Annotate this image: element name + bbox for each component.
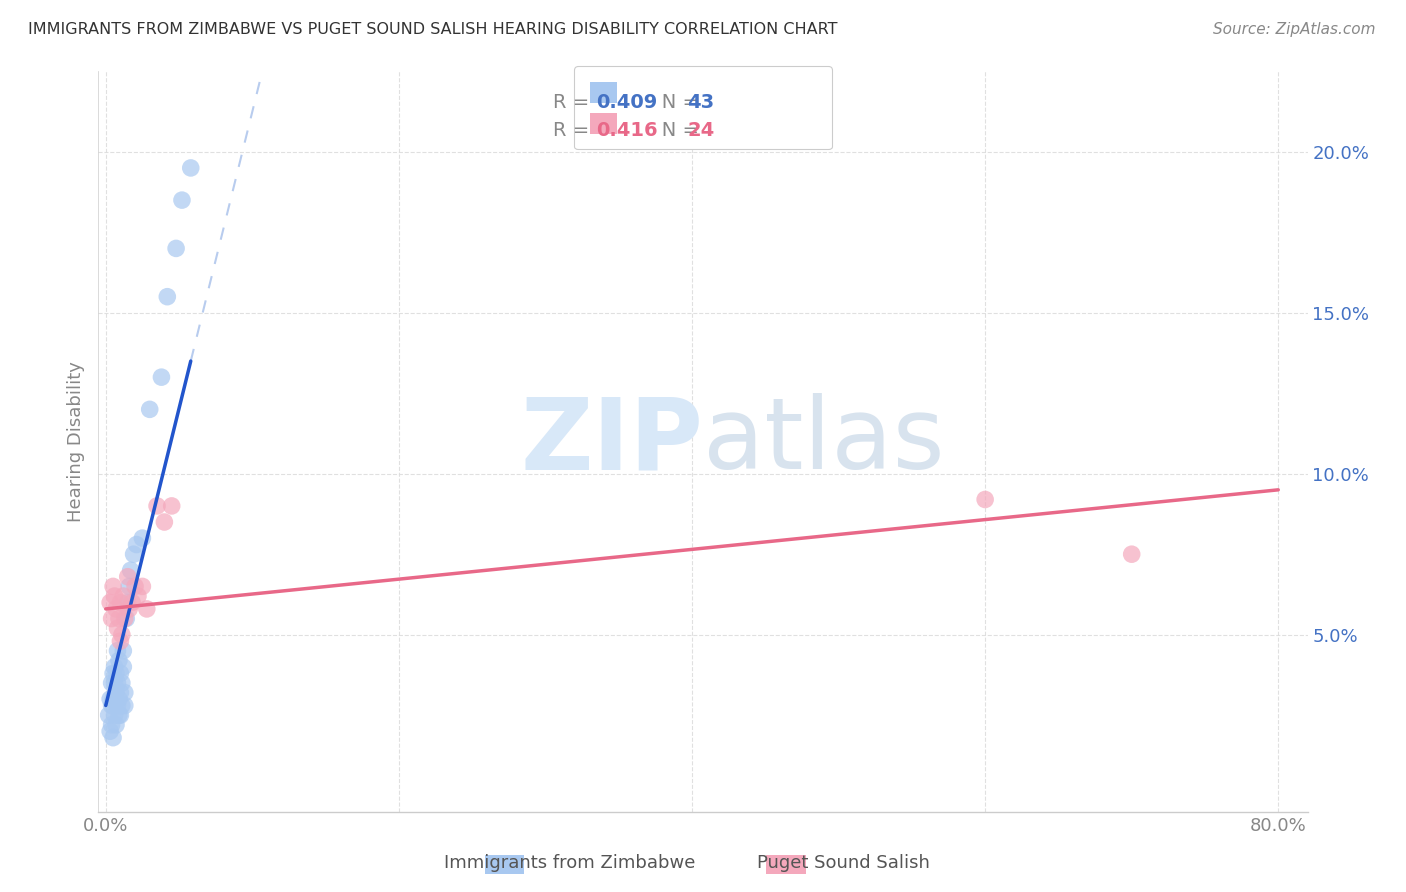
Point bbox=[107, 698, 129, 713]
Point bbox=[146, 499, 169, 513]
Point bbox=[131, 579, 153, 593]
Point bbox=[114, 685, 136, 699]
Point bbox=[98, 692, 121, 706]
Point bbox=[165, 241, 187, 255]
Point bbox=[112, 589, 135, 603]
Point bbox=[110, 685, 132, 699]
Text: R =: R = bbox=[553, 93, 602, 112]
Text: Puget Sound Salish: Puget Sound Salish bbox=[758, 855, 929, 872]
Point bbox=[1121, 547, 1143, 561]
Text: N =: N = bbox=[643, 121, 704, 140]
Text: R =: R = bbox=[553, 121, 602, 140]
Point bbox=[131, 531, 153, 545]
Point bbox=[110, 666, 132, 681]
Point bbox=[111, 628, 134, 642]
Point bbox=[108, 611, 131, 625]
Point bbox=[98, 724, 121, 739]
Point bbox=[107, 676, 129, 690]
Point bbox=[100, 611, 122, 625]
Point bbox=[100, 698, 122, 713]
Text: ZIP: ZIP bbox=[520, 393, 703, 490]
Point bbox=[118, 579, 141, 593]
Point bbox=[156, 290, 179, 304]
Point bbox=[124, 579, 146, 593]
Point bbox=[101, 579, 124, 593]
Legend:                               ,                               : , bbox=[574, 66, 832, 150]
Point bbox=[97, 708, 120, 723]
Point bbox=[100, 718, 122, 732]
Point bbox=[103, 660, 125, 674]
Text: IMMIGRANTS FROM ZIMBABWE VS PUGET SOUND SALISH HEARING DISABILITY CORRELATION CH: IMMIGRANTS FROM ZIMBABWE VS PUGET SOUND … bbox=[28, 22, 838, 37]
Point bbox=[114, 611, 136, 625]
Point bbox=[127, 589, 149, 603]
Point bbox=[107, 621, 129, 635]
Point bbox=[105, 602, 128, 616]
Point bbox=[103, 708, 125, 723]
Point bbox=[105, 718, 128, 732]
Text: Source: ZipAtlas.com: Source: ZipAtlas.com bbox=[1212, 22, 1375, 37]
Y-axis label: Hearing Disability: Hearing Disability bbox=[66, 361, 84, 522]
Point bbox=[118, 602, 141, 616]
Point bbox=[101, 692, 124, 706]
Text: atlas: atlas bbox=[703, 393, 945, 490]
Point bbox=[125, 537, 148, 551]
Point bbox=[101, 731, 124, 745]
Point bbox=[107, 644, 129, 658]
Point bbox=[110, 634, 132, 648]
Point bbox=[100, 676, 122, 690]
Text: 0.409: 0.409 bbox=[596, 93, 658, 112]
Point bbox=[108, 653, 131, 667]
Point bbox=[974, 492, 997, 507]
Point bbox=[105, 685, 128, 699]
Point bbox=[180, 161, 202, 175]
Point bbox=[111, 676, 134, 690]
Point bbox=[98, 595, 121, 609]
Text: Immigrants from Zimbabwe: Immigrants from Zimbabwe bbox=[444, 855, 695, 872]
Point bbox=[150, 370, 173, 384]
Point bbox=[138, 402, 160, 417]
Point bbox=[117, 595, 139, 609]
Point bbox=[110, 595, 132, 609]
Point bbox=[103, 676, 125, 690]
Point bbox=[122, 547, 145, 561]
Point bbox=[108, 692, 131, 706]
Point bbox=[115, 611, 138, 625]
Point bbox=[117, 570, 139, 584]
Point bbox=[105, 666, 128, 681]
Point bbox=[121, 595, 143, 609]
Point bbox=[170, 193, 193, 207]
Point bbox=[101, 666, 124, 681]
Point bbox=[135, 602, 157, 616]
Point bbox=[112, 660, 135, 674]
Point bbox=[153, 515, 176, 529]
Point bbox=[103, 589, 125, 603]
Text: 43: 43 bbox=[688, 93, 714, 112]
Point bbox=[110, 708, 132, 723]
Point bbox=[112, 644, 135, 658]
Point bbox=[108, 708, 131, 723]
Point bbox=[120, 563, 142, 577]
Point bbox=[160, 499, 183, 513]
Text: 0.416: 0.416 bbox=[596, 121, 658, 140]
Point bbox=[111, 698, 134, 713]
Text: N =: N = bbox=[643, 93, 704, 112]
Text: 24: 24 bbox=[688, 121, 714, 140]
Point bbox=[114, 698, 136, 713]
